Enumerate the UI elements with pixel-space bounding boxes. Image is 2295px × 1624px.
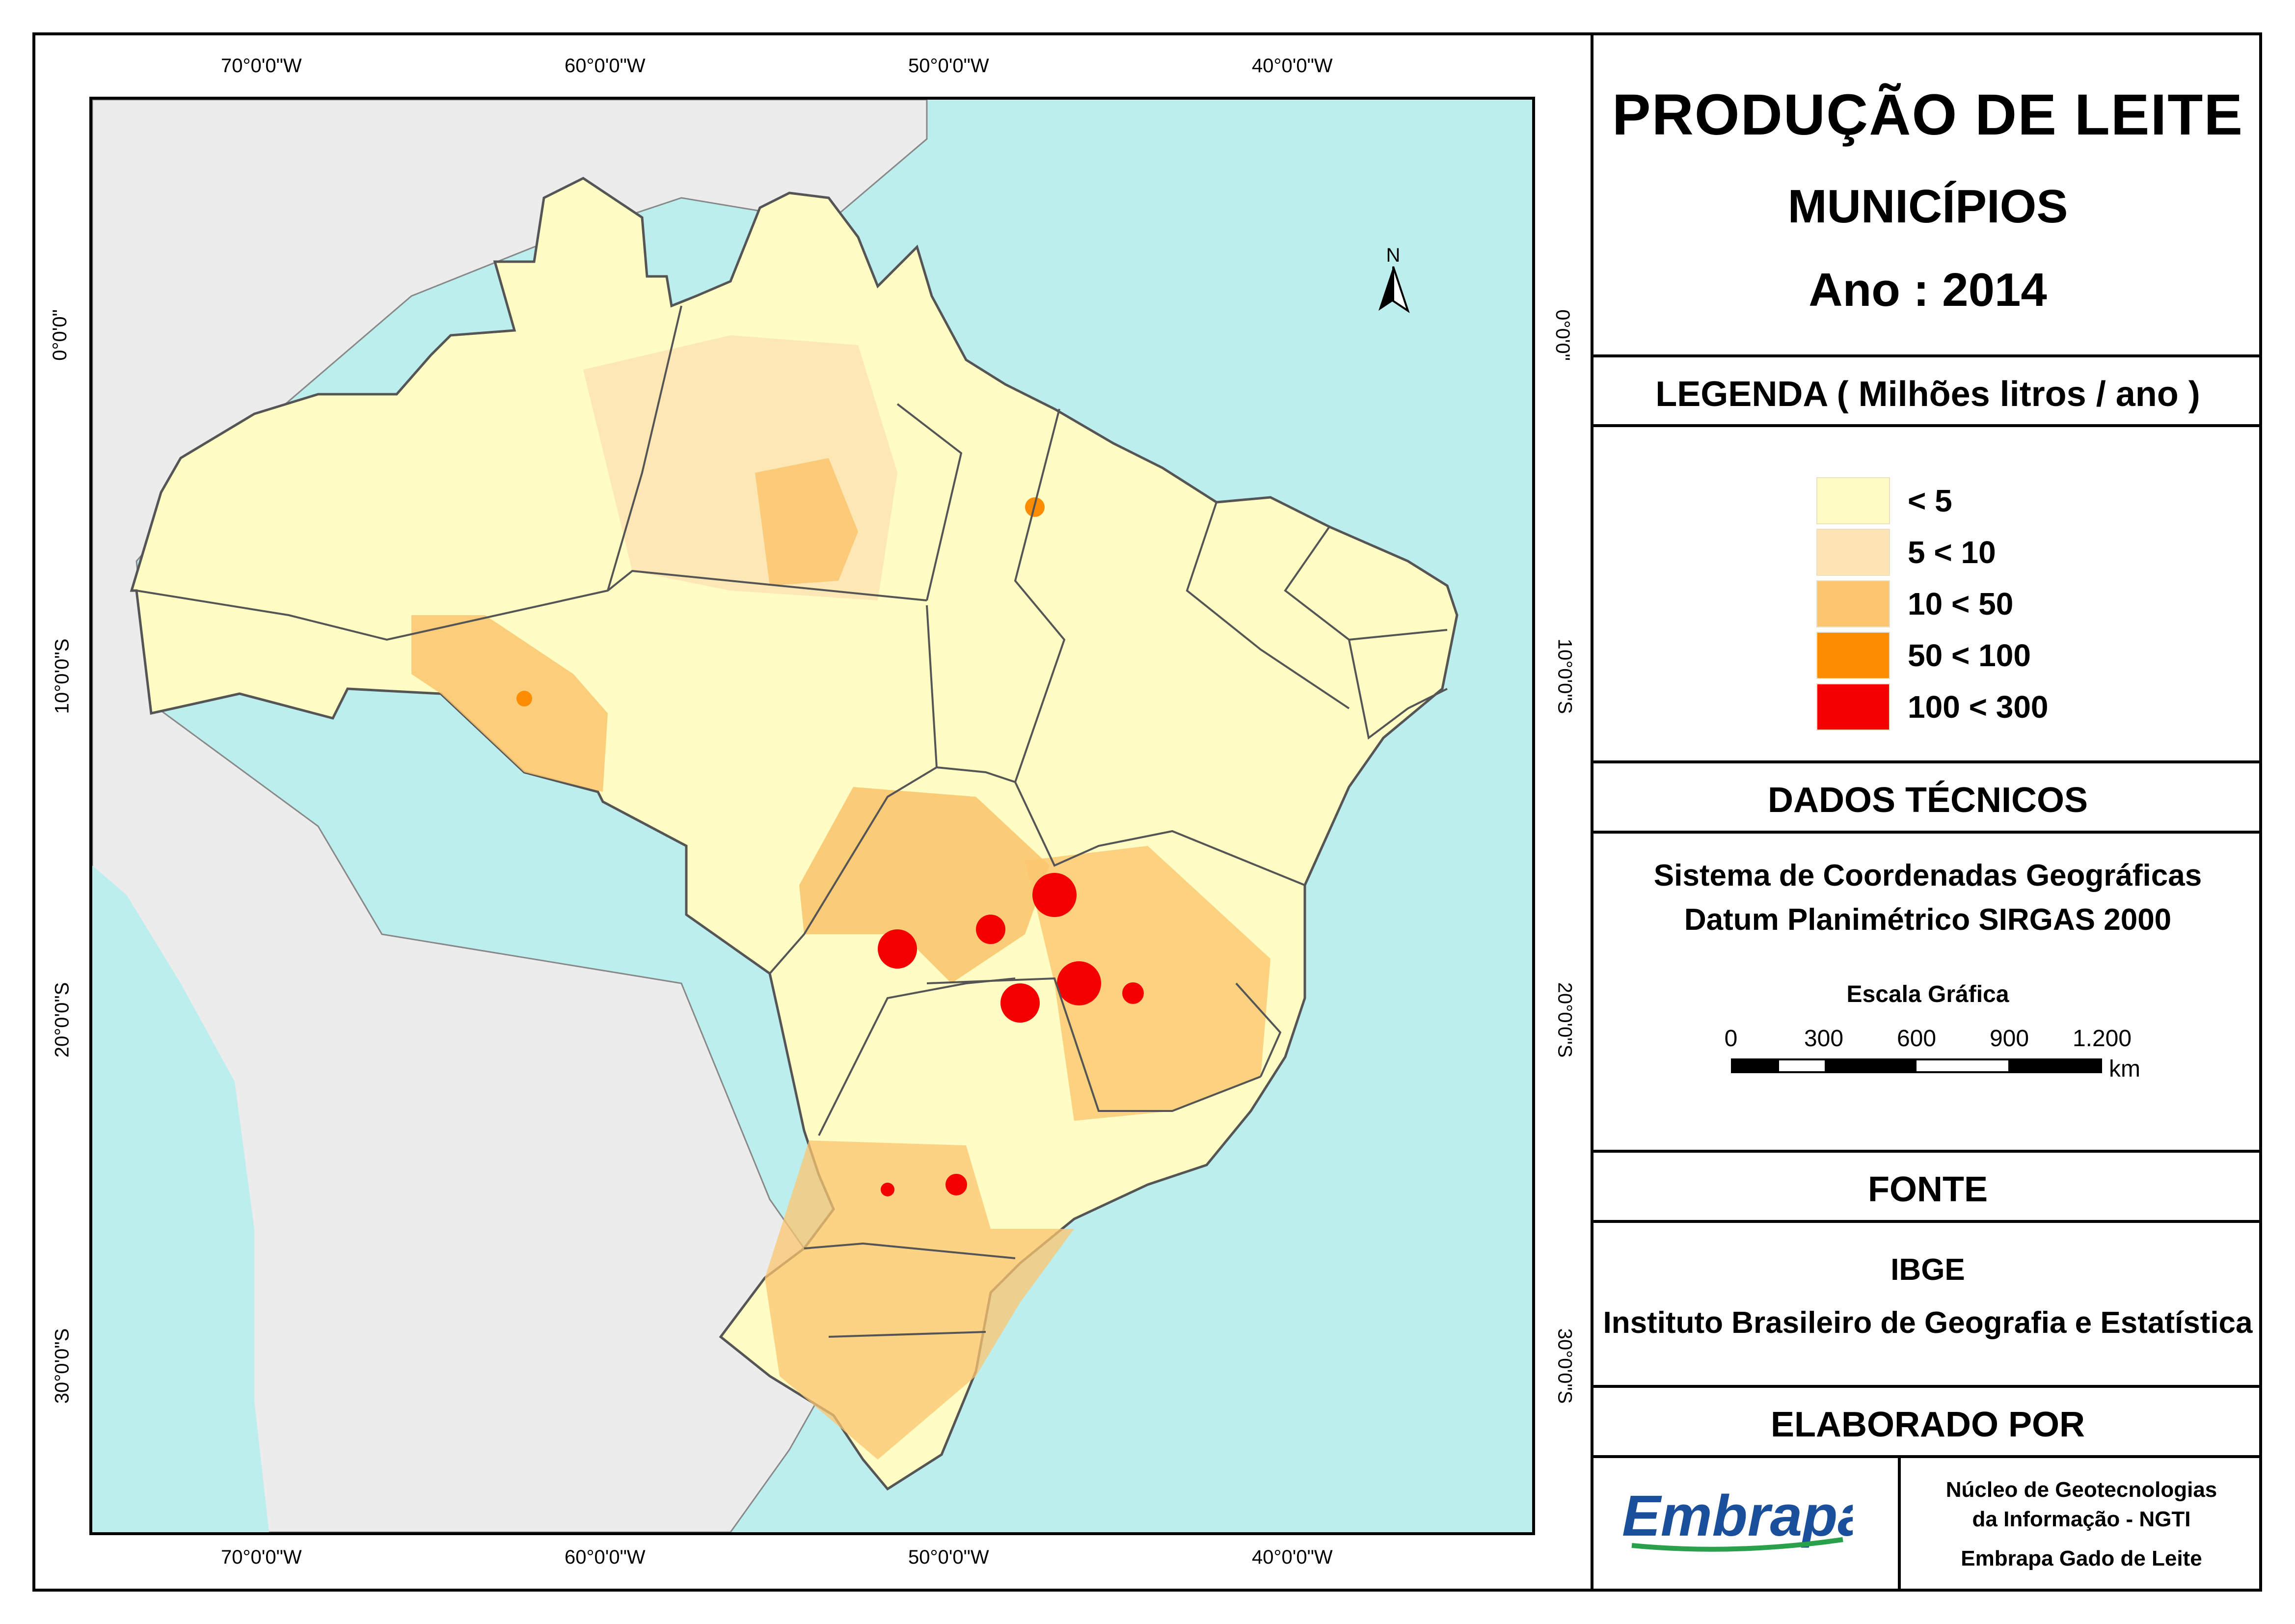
technical-box: Sistema de Coordenadas Geográficas Datum… bbox=[1593, 834, 2262, 1153]
lat-label-right-20s: 20°0'0"S bbox=[1554, 982, 1576, 1058]
scale-tick-label: 0 bbox=[1724, 1026, 1738, 1052]
title-box: PRODUÇÃO DE LEITE MUNICÍPIOS Ano : 2014 bbox=[1593, 32, 2262, 357]
legend-label: 100 < 300 bbox=[1908, 689, 2049, 725]
coord-system-text: Sistema de Coordenadas Geográficas bbox=[1653, 859, 2202, 893]
hotspot-parana-2 bbox=[881, 1183, 894, 1196]
scale-segments bbox=[1731, 1058, 2102, 1073]
lon-label-top-60w: 60°0'0"W bbox=[565, 55, 646, 77]
scale-tick-label: 300 bbox=[1804, 1026, 1844, 1052]
technical-heading-box: DADOS TÉCNICOS bbox=[1593, 763, 2262, 834]
hotspot-minas-1 bbox=[1032, 873, 1077, 917]
legend-heading: LEGENDA ( Milhões litros / ano ) bbox=[1655, 375, 2200, 414]
source-box: IBGE Instituto Brasileiro de Geografia e… bbox=[1593, 1223, 2262, 1388]
legend-swatch bbox=[1816, 529, 1890, 576]
legend-box: < 5 5 < 10 10 < 50 50 < 100 100 < 300 bbox=[1593, 427, 2262, 763]
legend-label: 5 < 10 bbox=[1908, 535, 1996, 570]
lat-label-left-20s: 20°0'0"S bbox=[51, 982, 73, 1058]
made-by-heading-box: ELABORADO POR bbox=[1593, 1388, 2262, 1458]
legend-item: 5 < 10 bbox=[1816, 528, 1996, 577]
legend-swatch bbox=[1816, 580, 1890, 627]
hotspot-parana bbox=[945, 1174, 967, 1195]
legend-label: 10 < 50 bbox=[1908, 586, 2014, 622]
legend-swatch bbox=[1816, 632, 1890, 679]
hotspot-minas-4 bbox=[1122, 982, 1144, 1004]
scale-tick-label: 1.200 bbox=[2072, 1026, 2132, 1052]
legend-item: 50 < 100 bbox=[1816, 631, 2031, 680]
lon-label-bottom-40w: 40°0'0"W bbox=[1252, 1546, 1333, 1568]
lon-label-top-40w: 40°0'0"W bbox=[1252, 55, 1333, 77]
source-ibge: IBGE bbox=[1890, 1253, 1965, 1287]
hotspot-rondonia bbox=[516, 691, 532, 706]
north-label: N bbox=[1386, 244, 1401, 266]
scale-bar: 0 300 600 900 1.200 km bbox=[1725, 1025, 2173, 1094]
map-frame: N bbox=[89, 97, 1535, 1535]
svg-text:Embrapa: Embrapa bbox=[1622, 1484, 1853, 1548]
hotspot-goias-2 bbox=[976, 915, 1005, 944]
scale-unit: km bbox=[2109, 1056, 2140, 1082]
source-ibge-fullname: Instituto Brasileiro de Geografia e Esta… bbox=[1603, 1306, 2253, 1340]
source-heading: FONTE bbox=[1868, 1170, 1988, 1209]
info-panel: PRODUÇÃO DE LEITE MUNICÍPIOS Ano : 2014 … bbox=[1591, 32, 2262, 1592]
scale-tick-label: 600 bbox=[1896, 1026, 1937, 1052]
scale-title: Escala Gráfica bbox=[1846, 981, 2009, 1007]
legend-swatch bbox=[1816, 683, 1890, 731]
legend-item: 10 < 50 bbox=[1816, 579, 2013, 628]
credit-box: Núcleo de Geotecnologias da Informação -… bbox=[1898, 1458, 2262, 1592]
credit-line-3: Embrapa Gado de Leite bbox=[1961, 1546, 2202, 1570]
zone-south bbox=[765, 1140, 1074, 1460]
lat-label-right-10s: 10°0'0"S bbox=[1554, 638, 1576, 714]
lon-label-top-70w: 70°0'0"W bbox=[221, 55, 302, 77]
lon-label-bottom-60w: 60°0'0"W bbox=[565, 1546, 646, 1568]
lon-label-top-50w: 50°0'0"W bbox=[908, 55, 989, 77]
legend-heading-box: LEGENDA ( Milhões litros / ano ) bbox=[1593, 357, 2262, 427]
zone-rondonia bbox=[411, 615, 608, 792]
credit-line-2: da Informação - NGTI bbox=[1972, 1507, 2191, 1531]
lat-label-right-30s: 30°0'0"S bbox=[1554, 1328, 1576, 1404]
lat-label-right-0: 0°0'0" bbox=[1551, 309, 1573, 361]
zone-para bbox=[583, 335, 897, 600]
map-subtitle: MUNICÍPIOS bbox=[1787, 180, 2068, 233]
legend-label: < 5 bbox=[1908, 483, 1952, 518]
embrapa-logo: Embrapa bbox=[1617, 1477, 1870, 1560]
zone-minas bbox=[1025, 846, 1270, 1121]
hotspot-minas-2 bbox=[1057, 961, 1101, 1005]
pacific-ocean bbox=[92, 866, 269, 1532]
zone-para-dark bbox=[755, 458, 858, 586]
legend-label: 50 < 100 bbox=[1908, 638, 2031, 673]
hotspot-minas-3 bbox=[1000, 983, 1040, 1023]
legend-item: 100 < 300 bbox=[1816, 682, 2049, 731]
map-title: PRODUÇÃO DE LEITE bbox=[1612, 82, 2244, 147]
north-arrow-icon bbox=[1378, 266, 1410, 313]
legend-item: < 5 bbox=[1816, 476, 1952, 525]
lat-label-left-30s: 30°0'0"S bbox=[51, 1328, 73, 1404]
brazil-map: N bbox=[92, 100, 1458, 1532]
made-by-box: Embrapa Núcleo de Geotecnologias da Info… bbox=[1593, 1458, 2262, 1592]
source-heading-box: FONTE bbox=[1593, 1153, 2262, 1223]
technical-heading: DADOS TÉCNICOS bbox=[1767, 781, 2088, 820]
lon-label-bottom-70w: 70°0'0"W bbox=[221, 1546, 302, 1568]
outer-frame bbox=[32, 32, 2262, 1592]
hotspot-goias-1 bbox=[878, 929, 917, 969]
credit-line-1: Núcleo de Geotecnologias bbox=[1945, 1478, 2217, 1502]
made-by-heading: ELABORADO POR bbox=[1770, 1405, 2085, 1444]
scale-tick-label: 900 bbox=[1989, 1026, 2029, 1052]
lon-label-bottom-50w: 50°0'0"W bbox=[908, 1546, 989, 1568]
state-borders bbox=[136, 305, 1448, 1338]
lat-label-left-10s: 10°0'0"S bbox=[51, 638, 73, 714]
map-year: Ano : 2014 bbox=[1809, 264, 2047, 316]
legend-swatch bbox=[1816, 477, 1890, 524]
datum-text: Datum Planimétrico SIRGAS 2000 bbox=[1684, 903, 2172, 937]
lat-label-left-0: 0°0'0" bbox=[49, 309, 71, 361]
